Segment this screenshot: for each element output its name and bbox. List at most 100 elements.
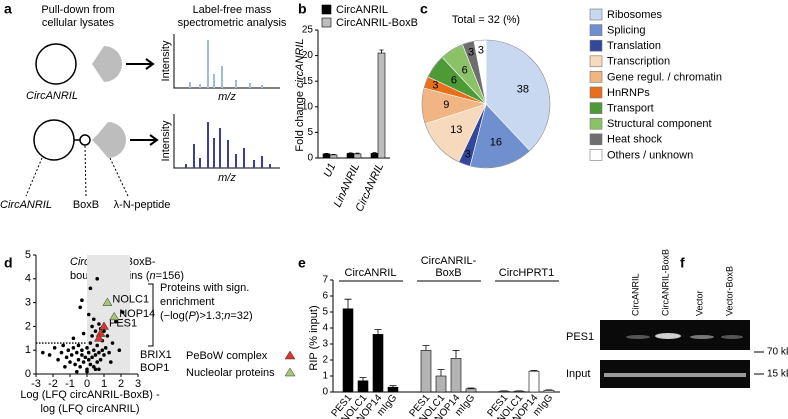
y-tick-label: 0 [25, 368, 31, 380]
y-tick-label: 4 [25, 273, 31, 285]
point [95, 343, 99, 348]
slice-label: 13 [450, 124, 462, 136]
band [690, 335, 714, 339]
label-part: circANRIL [294, 38, 306, 88]
bar [387, 386, 399, 393]
legend-label: HnRNPs [607, 87, 650, 99]
x-tick-label: 2 [118, 378, 124, 390]
point [114, 319, 118, 324]
legend-label: Transcription [607, 56, 670, 68]
point [63, 365, 67, 369]
point [59, 350, 64, 355]
bar [377, 52, 386, 159]
error-bar [344, 298, 352, 309]
label: λ-N-peptide [114, 199, 171, 211]
legend-label: Transport [607, 103, 654, 115]
point [92, 348, 96, 353]
group-label: CircANRIL [345, 267, 397, 279]
point [47, 353, 52, 357]
heading: spectrometric analysis [178, 17, 287, 29]
bar [357, 380, 369, 393]
point [41, 350, 45, 355]
x-tick-label: 1 [101, 378, 107, 390]
bracket [148, 283, 154, 347]
bar [329, 154, 338, 159]
x-tick-label: -2 [48, 378, 58, 390]
error-bar [379, 49, 384, 54]
heading: Label-free mass [193, 4, 272, 16]
lane-label: CircANRIL-BoxB [660, 249, 670, 316]
x-tick-label: 3 [135, 378, 141, 390]
marker [99, 321, 109, 330]
band [626, 335, 650, 339]
marker [93, 333, 104, 342]
marker [109, 311, 120, 321]
point [73, 362, 77, 367]
slice-label: 16 [490, 136, 502, 148]
label-part: -BoxB- [122, 256, 156, 268]
legend-swatch [321, 4, 332, 15]
point [92, 317, 96, 322]
marker-tick [754, 351, 764, 375]
y-tick-label: 5 [307, 127, 313, 138]
bar [322, 153, 331, 159]
legend-swatch [589, 117, 603, 130]
y-tick-label: 0 [322, 387, 328, 398]
point [85, 369, 89, 374]
marker-label: 70 kDa [767, 347, 788, 358]
annotation: (−log(P)>1.3;n=32) [160, 310, 253, 322]
point [88, 341, 93, 345]
point [110, 341, 115, 345]
leader [25, 145, 129, 197]
y-axis-label: RIP (% input) [308, 305, 320, 370]
annotation: Proteins with sign. [160, 282, 249, 294]
point [97, 322, 101, 326]
legend-swatch [589, 71, 603, 83]
row-label: PES1 [566, 331, 594, 343]
slice-label: 6 [462, 64, 468, 76]
rna-label: CircANRIL [26, 90, 78, 102]
point-label: NOP14 [119, 308, 155, 320]
legend-swatch [589, 55, 603, 68]
point [68, 360, 72, 364]
legend-swatch [589, 133, 603, 146]
point [97, 367, 101, 372]
axis-label: m/z [218, 91, 236, 103]
legend-label: Translation [607, 40, 661, 52]
point [86, 312, 91, 317]
point [69, 353, 74, 357]
point [103, 346, 108, 350]
y-tick-label: 0 [307, 153, 313, 164]
spectrum [185, 122, 271, 168]
group-label: CircANRIL- [421, 255, 477, 267]
bar [372, 334, 384, 393]
label-part: n [150, 270, 156, 282]
point [66, 348, 71, 353]
x-axis-label: log (LFQ circANRIL) [40, 403, 139, 415]
legend-swatch [589, 86, 603, 99]
boxb-loop [79, 134, 91, 146]
arrow [126, 58, 155, 70]
axis-label: Intensity [160, 120, 172, 161]
point [86, 357, 91, 362]
point [61, 343, 65, 348]
protein [92, 122, 126, 158]
circrna [33, 119, 75, 161]
bar [528, 370, 540, 393]
label-part: P [188, 310, 196, 322]
legend-swatch [589, 24, 603, 36]
row-label: Input [566, 368, 590, 380]
bar [370, 153, 379, 159]
point [85, 346, 89, 350]
x-tick-label: U1 [322, 161, 339, 179]
bar [420, 350, 432, 393]
legend-label: Ribosomes [607, 9, 663, 21]
point [98, 357, 103, 362]
y-tick-label: 10 [302, 101, 314, 112]
point [78, 305, 82, 310]
legend-swatch [321, 17, 332, 28]
point [93, 367, 98, 372]
spectrum-axes [173, 34, 280, 89]
error-bar [324, 152, 329, 154]
error-bar [389, 385, 397, 388]
